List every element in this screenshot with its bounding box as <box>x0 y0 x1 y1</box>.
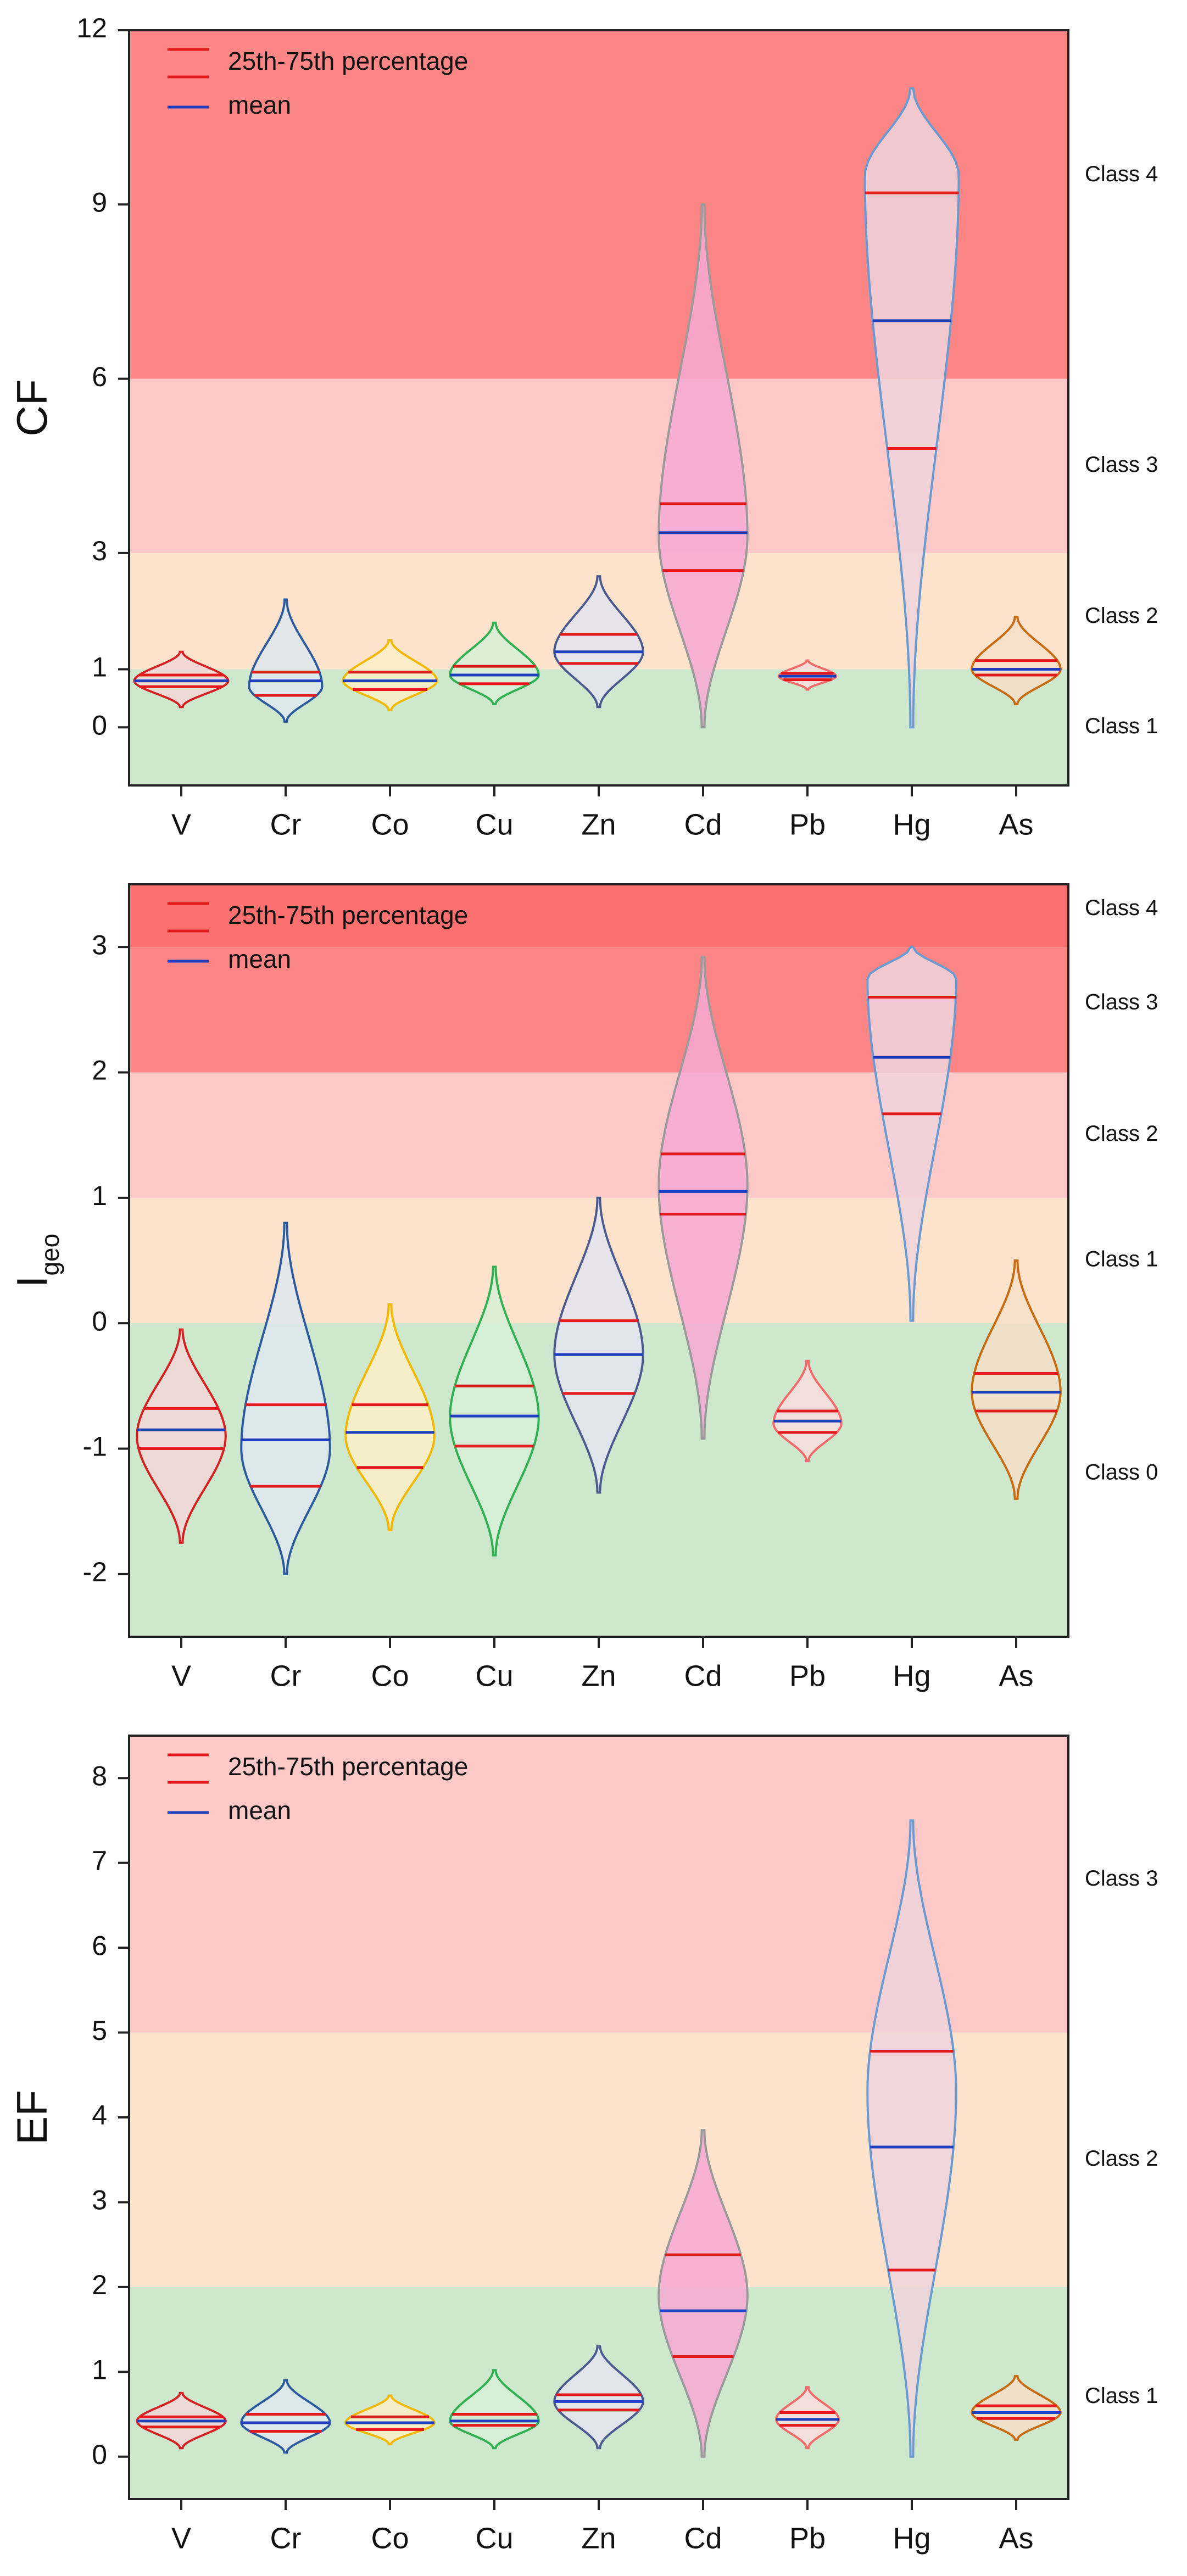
x-tick-label-0: V <box>171 1659 191 1692</box>
x-tick-label-3: Cu <box>475 808 513 841</box>
legend-quartile-label: 25th-75th percentage <box>228 901 468 929</box>
y-axis-label: CF <box>8 380 56 437</box>
y-tick-label-1: 1 <box>92 652 107 683</box>
violin-Cr <box>240 2379 331 2454</box>
class-label-3: Class 4 <box>1085 162 1158 186</box>
x-tick-label-3: Cu <box>475 1659 513 1692</box>
class-label-1: Class 1 <box>1085 1247 1158 1272</box>
legend-mean-label: mean <box>228 91 291 119</box>
x-tick-label-7: Hg <box>893 1659 930 1692</box>
x-tick-label-2: Co <box>371 2522 409 2555</box>
violin-Cd <box>657 203 749 729</box>
class-label-2: Class 3 <box>1085 453 1158 477</box>
class-label-0: Class 1 <box>1085 714 1158 738</box>
x-tick-label-6: Pb <box>789 2522 826 2555</box>
x-tick-label-6: Pb <box>789 1659 826 1692</box>
y-tick-label-6: 6 <box>92 1930 107 1961</box>
x-tick-label-0: V <box>171 2522 191 2555</box>
x-tick-label-5: Cd <box>684 1659 722 1692</box>
legend-mean-label: mean <box>228 945 291 973</box>
violin-Co <box>342 639 438 711</box>
class-label-2: Class 2 <box>1085 1122 1158 1146</box>
y-tick-label-3: 1 <box>92 1180 107 1211</box>
y-tick-label-5: 3 <box>92 929 107 960</box>
violin-Zn <box>553 1196 644 1494</box>
y-tick-label-0: -2 <box>83 1557 107 1587</box>
panel-cf: Class 1 Class 2 Class 3 Class 4 0 1 3 6 9 12 V Cr Co… <box>8 13 1158 841</box>
x-tick-label-7: Hg <box>893 2522 930 2555</box>
x-tick-label-8: As <box>999 1659 1033 1692</box>
y-tick-label-5: 5 <box>92 2015 107 2046</box>
y-tick-label-4: 9 <box>92 187 107 218</box>
y-tick-label-3: 3 <box>92 2185 107 2216</box>
y-tick-label-1: 1 <box>92 2355 107 2385</box>
x-tick-label-2: Co <box>371 1659 409 1692</box>
violin-Hg <box>866 1819 957 2458</box>
y-tick-label-0: 0 <box>92 710 107 740</box>
x-tick-label-5: Cd <box>684 808 722 841</box>
x-tick-label-7: Hg <box>893 808 930 841</box>
y-tick-label-2: 0 <box>92 1306 107 1336</box>
y-tick-label-7: 7 <box>92 1845 107 1876</box>
x-tick-label-5: Cd <box>684 2522 722 2555</box>
x-tick-label-3: Cu <box>475 2522 513 2555</box>
class-label-2: Class 3 <box>1085 1866 1158 1891</box>
y-axis-label: Igeo <box>8 1234 64 1287</box>
class-band-4 <box>129 884 1068 947</box>
violin-Cd <box>657 956 749 1440</box>
violin-Hg <box>863 87 960 729</box>
x-tick-label-0: V <box>171 808 191 841</box>
panel-igeo: Class 0 Class 1 Class 2 Class 3 Class 4 -2 -1 0… <box>8 883 1158 1692</box>
y-tick-label-4: 4 <box>92 2100 107 2131</box>
class-label-1: Class 2 <box>1085 604 1158 628</box>
legend-mean-label: mean <box>228 1796 291 1825</box>
class-label-0: Class 0 <box>1085 1460 1158 1485</box>
y-tick-label-8: 8 <box>92 1760 107 1791</box>
x-tick-label-8: As <box>999 808 1033 841</box>
violin-V <box>133 650 230 709</box>
x-tick-label-1: Cr <box>270 808 302 841</box>
y-axis-label-sub: geo <box>36 1234 64 1276</box>
violin-As <box>971 1259 1062 1500</box>
x-tick-label-8: As <box>999 2522 1033 2555</box>
y-axis-label-main: EF <box>8 2090 56 2145</box>
y-tick-label-3: 6 <box>92 361 107 392</box>
violin-Cd <box>657 2129 749 2458</box>
violin-Hg <box>866 946 957 1322</box>
x-tick-label-1: Cr <box>270 2522 302 2555</box>
y-axis-label: EF <box>8 2090 56 2145</box>
y-tick-label-0: 0 <box>92 2439 107 2470</box>
panel-ef: Class 1 Class 2 Class 3 0 1 2 3 4 5 6 7 8 V Cr Co Cu Zn C… <box>8 1735 1158 2555</box>
y-axis-label-main: CF <box>8 380 56 437</box>
y-tick-label-4: 2 <box>92 1055 107 1086</box>
y-axis-label-main: I <box>8 1276 56 1288</box>
y-tick-label-5: 12 <box>76 13 107 43</box>
x-tick-label-4: Zn <box>581 2522 616 2555</box>
x-tick-label-4: Zn <box>581 1659 616 1692</box>
violin-Zn <box>553 2345 644 2450</box>
x-tick-label-6: Pb <box>789 808 826 841</box>
class-label-0: Class 1 <box>1085 2384 1158 2408</box>
x-tick-label-4: Zn <box>581 808 616 841</box>
violin-Pb <box>774 2386 840 2450</box>
x-tick-label-2: Co <box>371 808 409 841</box>
violin-Cu <box>449 1265 540 1557</box>
y-tick-label-2: 2 <box>92 2270 107 2300</box>
violin-V <box>136 1328 227 1544</box>
legend-quartile-label: 25th-75th percentage <box>228 47 468 75</box>
class-label-1: Class 2 <box>1085 2146 1158 2171</box>
violin-Co <box>344 2394 436 2445</box>
x-tick-label-1: Cr <box>270 1659 302 1692</box>
class-label-4: Class 4 <box>1085 896 1158 920</box>
legend-quartile-label: 25th-75th percentage <box>228 1752 468 1781</box>
class-label-3: Class 3 <box>1085 990 1158 1014</box>
y-tick-label-1: -1 <box>83 1431 107 1462</box>
y-tick-label-2: 3 <box>92 536 107 566</box>
violin-Co <box>344 1303 436 1531</box>
